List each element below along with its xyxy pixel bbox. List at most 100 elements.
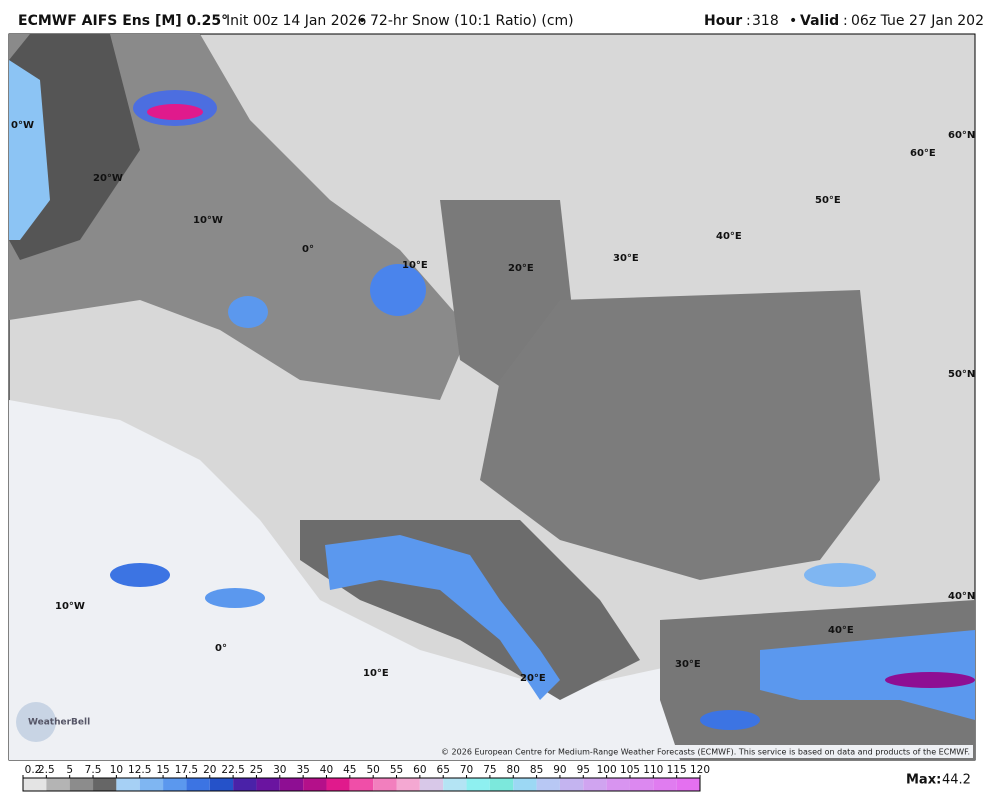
colorbar-segment: [326, 778, 350, 791]
light-area: [9, 400, 975, 760]
lon-label: 10°W: [55, 601, 85, 612]
colorbar-segment: [606, 778, 630, 791]
colorbar-segment: [373, 778, 397, 791]
colorbar-label: 20: [203, 764, 216, 776]
lon-label: 20°W: [93, 173, 123, 184]
lat-label: 50°N: [948, 369, 975, 380]
snow-area: [205, 588, 265, 608]
lon-label: 30°E: [613, 253, 639, 264]
max-value: 44.2: [942, 773, 971, 788]
colorbar-label: 15: [156, 764, 169, 776]
colorbar-segment: [443, 778, 467, 791]
bullet: •: [358, 13, 366, 29]
lon-label: 0°: [302, 244, 314, 255]
colorbar-segment: [209, 778, 234, 791]
snow-area: [804, 563, 876, 587]
lon-label: 0°W: [11, 120, 34, 131]
lon-label: 40°E: [716, 231, 742, 242]
colorbar-label: 70: [460, 764, 473, 776]
colorbar-label: 105: [620, 764, 640, 776]
colorbar-segment: [93, 778, 117, 791]
logo: WeatherBell: [28, 718, 90, 728]
snow-area: [147, 104, 203, 120]
lon-label: 30°E: [675, 659, 701, 670]
hour: 318: [752, 13, 779, 29]
colorbar-label: 12.5: [128, 764, 151, 776]
copyright-bg: [455, 745, 973, 758]
colorbar-label: 55: [390, 764, 403, 776]
colorbar-segment: [653, 778, 677, 791]
colorbar-label: 40: [320, 764, 333, 776]
lon-label: 20°E: [508, 263, 534, 274]
colorbar-label: 50: [366, 764, 379, 776]
colorbar-segment: [676, 778, 700, 791]
colorbar-label: 85: [530, 764, 543, 776]
colorbar-segment: [536, 778, 560, 791]
colorbar-segment: [116, 778, 140, 791]
colorbar-label: 120: [690, 764, 710, 776]
lon-label: 10°W: [193, 215, 223, 226]
colorbar-segment: [349, 778, 374, 791]
colorbar-label: 30: [273, 764, 286, 776]
max-label: Max:: [906, 773, 941, 788]
init: Init 00z 14 Jan 2026: [226, 13, 366, 29]
colorbar-label: 60: [413, 764, 426, 776]
lon-label: 10°E: [363, 668, 389, 679]
lon-label: 60°E: [910, 148, 936, 159]
lon-label: 40°E: [828, 625, 854, 636]
valid: 06z Tue 27 Jan 2026: [851, 13, 984, 29]
colorbar-label: 7.5: [85, 764, 102, 776]
lon-label: 0°: [215, 643, 227, 654]
hour-label: Hour: [704, 13, 742, 29]
colorbar-label: 100: [597, 764, 617, 776]
colorbar-label: 80: [507, 764, 520, 776]
colorbar-label: 0.2: [25, 764, 42, 776]
colorbar-segment: [69, 778, 94, 791]
colorbar-label: 10: [110, 764, 123, 776]
colorbar-segment: [256, 778, 280, 791]
colorbar-label: 45: [343, 764, 356, 776]
snow-area: [228, 296, 268, 328]
lon-label: 10°E: [402, 260, 428, 271]
hour-colon: :: [746, 13, 751, 29]
colorbar-label: 17.5: [175, 764, 198, 776]
gray-area: [480, 290, 880, 580]
colorbar-segment: [513, 778, 537, 791]
colorbar-segment: [233, 778, 257, 791]
colorbar-label: 110: [643, 764, 663, 776]
colorbar-label: 2.5: [38, 764, 55, 776]
product: 72-hr Snow (10:1 Ratio) (cm): [370, 13, 574, 29]
snow-area: [885, 672, 975, 688]
colorbar-frame: [22, 777, 701, 792]
colorbar-segment: [559, 778, 584, 791]
colorbar-label: 95: [577, 764, 590, 776]
colorbar-segment: [629, 778, 654, 791]
colorbar-label: 115: [667, 764, 687, 776]
valid-colon: :: [843, 13, 848, 29]
colorbar-segment: [23, 778, 47, 791]
logo-globe: [16, 702, 56, 742]
colorbar-segment: [279, 778, 304, 791]
snow-area: [110, 563, 170, 587]
colorbar-label: 5: [66, 764, 73, 776]
colorbar-segment: [163, 778, 187, 791]
snow-area: [325, 535, 560, 700]
lat-label: 60°N: [948, 130, 975, 141]
valid-label: Valid: [800, 13, 839, 29]
colorbar-label: 22.5: [221, 764, 244, 776]
bullet: •: [789, 13, 797, 29]
snow-area: [760, 630, 975, 720]
colorbar-segment: [583, 778, 607, 791]
colorbar-segment: [303, 778, 327, 791]
snow-area: [700, 710, 760, 730]
model: ECMWF AIFS Ens [M] 0.25°: [18, 13, 228, 29]
colorbar-segment: [186, 778, 210, 791]
colorbar-segment: [419, 778, 444, 791]
colorbar-label: 35: [296, 764, 309, 776]
colorbar-segment: [466, 778, 490, 791]
snow-area: [9, 60, 50, 240]
colorbar-label: 65: [437, 764, 450, 776]
colorbar-label: 25: [250, 764, 263, 776]
